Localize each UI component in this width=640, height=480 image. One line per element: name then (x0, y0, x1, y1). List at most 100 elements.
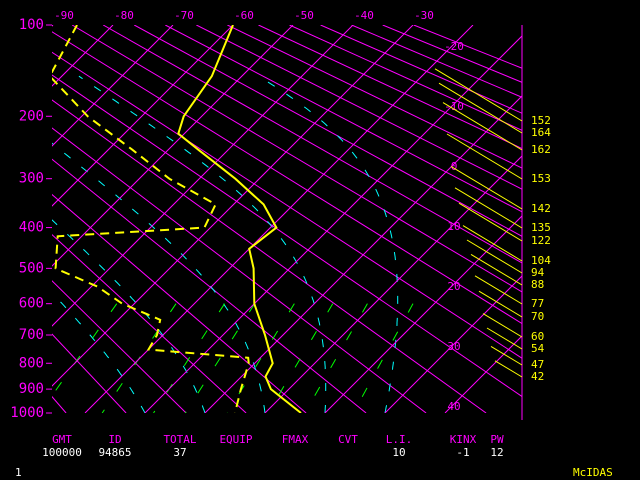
y-tick-label: 800 (19, 355, 44, 371)
side-line (470, 253, 523, 286)
dry-adiabat (52, 234, 247, 413)
isotherm-label: 20 (447, 280, 460, 293)
mixing-ratio (153, 303, 226, 413)
side-value: 47 (531, 358, 544, 371)
y-tick-label: 100 (19, 17, 44, 33)
dry-adiabat (52, 333, 127, 413)
isotherm (144, 35, 522, 413)
side-line (486, 327, 523, 350)
dry-adiabat (196, 25, 522, 190)
isotherm-label: -40 (354, 9, 374, 22)
side-line (490, 345, 523, 366)
dry-adiabat (289, 25, 522, 131)
side-value: 77 (531, 297, 544, 310)
side-line (462, 225, 523, 262)
footer-header: L.I. (386, 433, 413, 446)
isotherm (52, 25, 354, 327)
isotherm (384, 275, 522, 413)
dry-adiabat (52, 127, 427, 413)
dry-adiabat (52, 31, 522, 325)
side-value: 104 (531, 254, 551, 267)
dry-adiabat (351, 25, 522, 98)
side-line (466, 239, 523, 274)
isotherm-label: 10 (447, 220, 460, 233)
moist-adiabat (258, 75, 399, 413)
profile-line (52, 25, 250, 413)
isotherm (264, 155, 522, 413)
isotherm (52, 25, 414, 387)
dry-adiabat (52, 280, 187, 413)
isotherm-label: -90 (54, 9, 74, 22)
side-value: 60 (531, 330, 544, 343)
mixing-ratio (226, 303, 295, 413)
status-left: 1 (15, 466, 22, 479)
side-value: 135 (531, 221, 551, 234)
footer-value: 10 (392, 446, 405, 459)
isotherm (324, 215, 522, 413)
y-tick-label: 600 (19, 296, 44, 312)
side-line (474, 275, 523, 305)
side-line (458, 202, 523, 242)
isotherm-label: 30 (447, 340, 460, 353)
footer-header: PW (490, 433, 504, 446)
y-tick-label: 1000 (10, 405, 44, 421)
dry-adiabat (52, 99, 487, 413)
y-tick-label: 300 (19, 171, 44, 187)
side-line (450, 165, 523, 210)
y-tick-label: 500 (19, 260, 44, 276)
side-line (494, 360, 523, 378)
isotherm-label: 40 (447, 400, 460, 413)
isotherm (52, 25, 294, 267)
footer-value: 100000 (42, 446, 82, 459)
y-tick-label: 200 (19, 108, 44, 124)
side-value: 142 (531, 202, 551, 215)
dry-adiabat (52, 51, 522, 359)
footer-value: 37 (173, 446, 186, 459)
dry-adiabat (52, 158, 367, 413)
footer-value: 12 (490, 446, 503, 459)
side-line (434, 68, 523, 122)
side-value: 42 (531, 370, 544, 383)
isotherm-label: -50 (294, 9, 314, 22)
dry-adiabat (227, 25, 522, 169)
dry-adiabat (102, 25, 522, 264)
footer-header: TOTAL (163, 433, 196, 446)
y-tick-label: 700 (19, 327, 44, 343)
y-tick-label: 900 (19, 381, 44, 397)
footer-value: -1 (456, 446, 469, 459)
isotherm-label: -20 (444, 40, 464, 53)
footer-header: CVT (338, 433, 358, 446)
y-tick-label: 400 (19, 220, 44, 236)
isotherm-label: -60 (234, 9, 254, 22)
side-line (442, 102, 523, 151)
isotherm-label: -70 (174, 9, 194, 22)
footer-header: FMAX (282, 433, 309, 446)
side-value: 153 (531, 172, 551, 185)
side-value: 162 (531, 143, 551, 156)
dry-adiabat (52, 193, 307, 413)
side-line (478, 290, 523, 318)
mixing-ratio (304, 303, 368, 413)
dry-adiabat (52, 74, 522, 398)
side-value: 88 (531, 278, 544, 291)
isotherm-label: 0 (451, 160, 458, 173)
isotherm (444, 335, 522, 413)
footer-header: EQUIP (219, 433, 252, 446)
mixing-ratio (52, 303, 118, 397)
status-right: McIDAS (573, 466, 613, 479)
side-line (454, 187, 523, 229)
isotherm-label: -30 (414, 9, 434, 22)
dry-adiabat (258, 25, 522, 150)
mixing-ratio (184, 303, 256, 413)
footer-value: 94865 (98, 446, 131, 459)
side-line (438, 82, 523, 134)
isotherm (52, 25, 174, 147)
isotherm-label: -10 (444, 100, 464, 113)
side-value: 94 (531, 266, 545, 279)
side-value: 70 (531, 310, 544, 323)
plot-area (52, 25, 522, 413)
footer-header: GMT (52, 433, 72, 446)
side-value: 152 (531, 114, 551, 127)
